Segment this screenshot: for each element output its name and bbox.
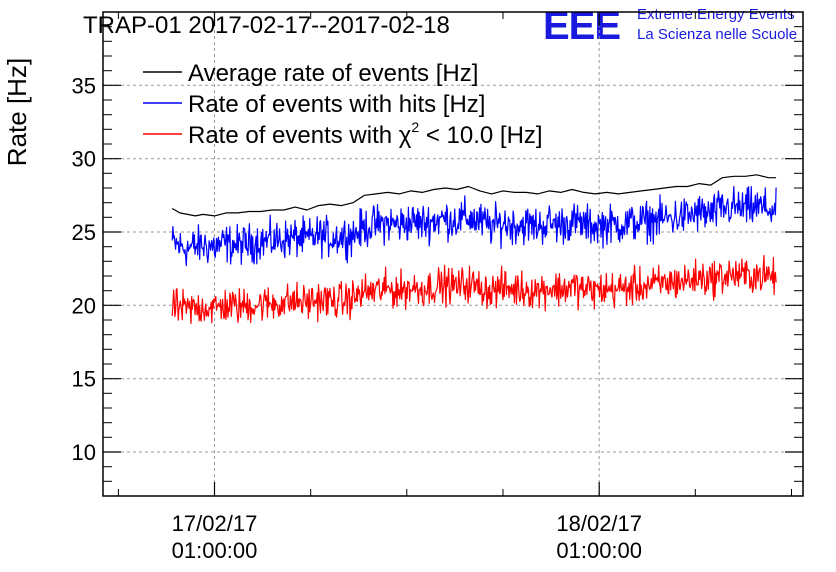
legend-label-average: Average rate of events [Hz] xyxy=(188,60,478,87)
series-hits-rate xyxy=(171,185,777,267)
legend-label-hits: Rate of events with hits [Hz] xyxy=(188,91,485,118)
eee-logo-line1: Extreme Energy Events xyxy=(637,6,795,23)
eee-logo-mark: EEE xyxy=(543,4,620,48)
y-tick-label: 30 xyxy=(72,147,96,172)
series-chi2-rate xyxy=(171,254,777,325)
eee-logo: EEE Extreme Energy Events La Scienza nel… xyxy=(543,4,797,48)
series-layer xyxy=(171,174,777,325)
legend: Average rate of events [Hz] Rate of even… xyxy=(143,60,543,149)
chart-title: TRAP-01 2017-02-17--2017-02-18 xyxy=(83,12,450,39)
eee-logo-line2: La Scienza nelle Scuole xyxy=(637,26,797,43)
x-tick-label-time: 01:00:00 xyxy=(556,538,642,563)
legend-label-chi2-prefix: Rate of events with χ xyxy=(188,122,412,149)
legend-label-chi2-sup: 2 xyxy=(411,119,419,135)
legend-label-chi2: Rate of events with χ2 < 10.0 [Hz] xyxy=(188,119,543,149)
x-tick-label-time: 01:00:00 xyxy=(172,538,258,563)
y-tick-label: 25 xyxy=(72,220,96,245)
legend-label-chi2-suffix: < 10.0 [Hz] xyxy=(419,122,542,149)
series-average-rate xyxy=(171,174,777,217)
plot-frame xyxy=(102,11,804,497)
y-tick-label: 15 xyxy=(72,367,96,392)
axes: 10152025303517/02/1701:00:0018/02/1701:0… xyxy=(72,12,803,563)
y-axis-label: Rate [Hz] xyxy=(2,58,32,166)
y-tick-label: 35 xyxy=(72,73,96,98)
x-tick-label-date: 17/02/17 xyxy=(172,511,258,536)
y-tick-label: 10 xyxy=(72,440,96,465)
y-tick-label: 20 xyxy=(72,293,96,318)
x-tick-label-date: 18/02/17 xyxy=(556,511,642,536)
